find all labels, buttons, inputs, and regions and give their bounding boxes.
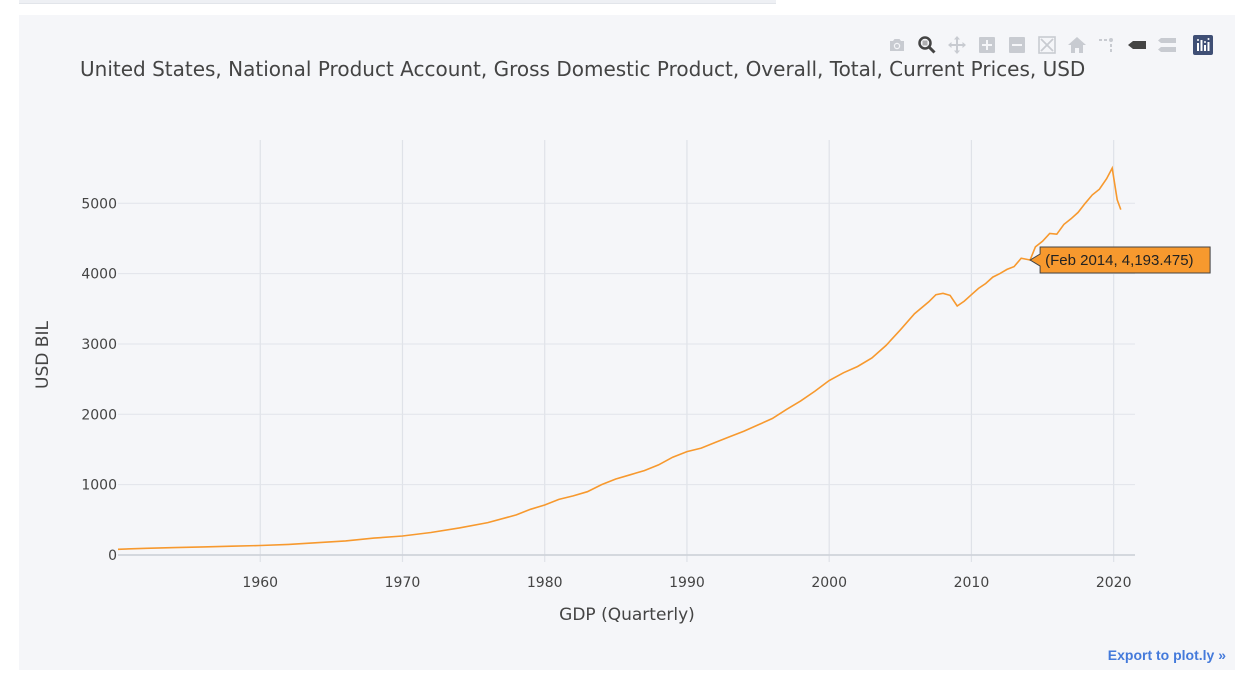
y-tick-label: 5000 (81, 196, 117, 212)
plot-container: Export to plot.ly » (19, 15, 1235, 670)
home-button[interactable] (1065, 33, 1089, 57)
x-tick-label: 2000 (811, 575, 847, 591)
camera-icon (890, 39, 904, 51)
chart-title: United States, National Product Account,… (80, 57, 1085, 81)
zoom-icon (918, 36, 936, 54)
zoom-in-icon (979, 37, 995, 53)
y-axis-title: USD BIL (33, 321, 53, 389)
plotly-logo-icon (1193, 35, 1213, 55)
x-tick-label: 1970 (385, 575, 421, 591)
export-to-plotly-link[interactable]: Export to plot.ly » (1107, 647, 1226, 663)
zoom-out-button[interactable] (1005, 33, 1029, 57)
autoscale-button[interactable] (1035, 33, 1059, 57)
series-line-gdp (117, 165, 1122, 551)
tick-labels: 1960 1970 1980 1990 2000 2010 2020 0 1000 2000 300… (81, 196, 1131, 591)
y-tick-label: 1000 (81, 478, 117, 494)
hover-tooltip: (Feb 2014, 4,193.475) (1029, 246, 1211, 274)
top-strip (19, 0, 776, 4)
hover-compare-button[interactable] (1155, 33, 1179, 57)
zoom-button[interactable] (915, 33, 939, 57)
spikelines-button[interactable] (1095, 33, 1119, 57)
grid-layer (118, 140, 1135, 562)
zoom-out-icon (1009, 37, 1025, 53)
x-tick-label: 1980 (527, 575, 563, 591)
x-tick-label: 2010 (954, 575, 990, 591)
y-tick-label: 4000 (81, 267, 117, 283)
x-tick-label: 1990 (669, 575, 705, 591)
y-tick-label: 2000 (81, 407, 117, 423)
zoom-in-button[interactable] (975, 33, 999, 57)
hover-compare-icon (1158, 38, 1176, 52)
hover-box (1029, 246, 1211, 274)
camera-button[interactable] (885, 33, 909, 57)
x-tick-label: 2020 (1096, 575, 1132, 591)
autoscale-icon (1038, 36, 1056, 54)
y-tick-label: 3000 (81, 337, 117, 353)
home-icon (1068, 37, 1086, 53)
hover-label: (Feb 2014, 4,193.475) (1045, 252, 1193, 269)
modebar (885, 33, 1215, 57)
hover-closest-button[interactable] (1125, 33, 1149, 57)
hover-closest-icon (1128, 41, 1146, 49)
spikelines-icon (1099, 38, 1113, 52)
y-tick-label: 0 (108, 548, 117, 564)
x-tick-label: 1960 (242, 575, 278, 591)
pan-button[interactable] (945, 33, 969, 57)
pan-icon (948, 36, 966, 54)
plotly-logo-link[interactable] (1191, 33, 1215, 57)
x-axis-title: GDP (Quarterly) (559, 605, 695, 625)
